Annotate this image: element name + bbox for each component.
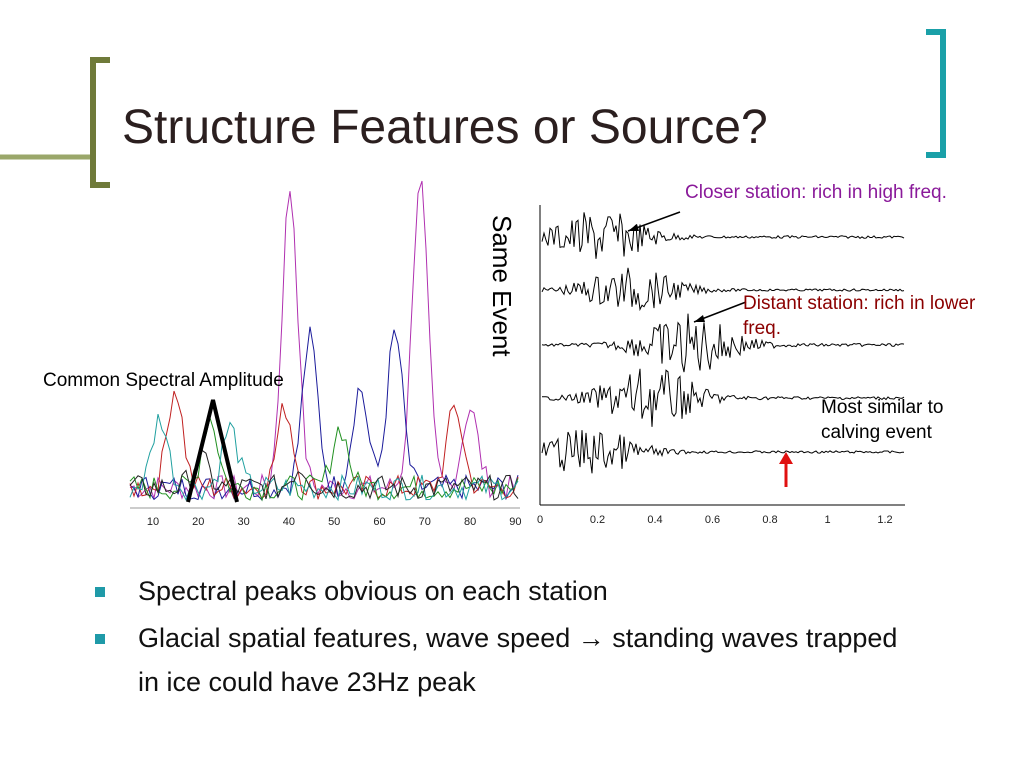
x-tick-label: 0.2 bbox=[590, 514, 605, 526]
bullet: Glacial spatial features, wave speed → s… bbox=[138, 623, 898, 697]
left-bracket bbox=[90, 57, 110, 188]
red-arrowhead bbox=[779, 452, 793, 464]
arrowhead bbox=[628, 224, 639, 231]
x-tick-label: 0.4 bbox=[647, 514, 662, 526]
x-tick-label: 30 bbox=[237, 516, 249, 528]
side-label: Same Event bbox=[487, 215, 517, 357]
seismogram-trace bbox=[541, 313, 905, 373]
tick-labels: 10 20 30 40 50 60 70 80 90 0 0.2 0.4 0.6 0.8 1 1.2 bbox=[147, 514, 893, 528]
right-bracket bbox=[926, 29, 946, 158]
x-tick-label: 1 bbox=[824, 514, 830, 526]
x-tick-label: 0.8 bbox=[762, 514, 777, 526]
seismogram-trace bbox=[541, 212, 905, 259]
x-tick-label: 50 bbox=[328, 516, 340, 528]
x-tick-label: 90 bbox=[509, 516, 521, 528]
annotation: Closer station: rich in high freq. bbox=[685, 182, 947, 203]
x-tick-label: 1.2 bbox=[877, 514, 892, 526]
slide-title: Structure Features or Source? bbox=[122, 101, 768, 154]
x-tick-label: 40 bbox=[283, 516, 295, 528]
seismogram-trace bbox=[541, 430, 904, 474]
x-tick-label: 70 bbox=[419, 516, 431, 528]
bullet-marker bbox=[95, 634, 105, 644]
spectrum-trace bbox=[129, 326, 519, 501]
annotation: Most similar to calving event bbox=[821, 397, 944, 443]
seismogram-plot bbox=[541, 212, 905, 474]
bullet: Spectral peaks obvious on each station bbox=[138, 576, 608, 606]
peak-marker bbox=[186, 399, 239, 503]
annotation: Distant station: rich in lower freq. bbox=[743, 293, 976, 339]
annotation: Common Spectral Amplitude bbox=[43, 370, 284, 391]
bullet-marker bbox=[95, 587, 105, 597]
seismogram-trace bbox=[541, 267, 905, 312]
x-tick-label: 80 bbox=[464, 516, 476, 528]
spectrum-trace bbox=[129, 180, 519, 500]
arrowhead bbox=[694, 315, 705, 322]
x-tick-label: 0.6 bbox=[705, 514, 720, 526]
spectrum-plot bbox=[129, 180, 519, 502]
x-tick-label: 0 bbox=[537, 514, 543, 526]
seismogram-trace bbox=[542, 368, 905, 427]
spectrum-trace bbox=[129, 413, 519, 502]
x-tick-label: 60 bbox=[373, 516, 385, 528]
x-tick-label: 20 bbox=[192, 516, 204, 528]
x-tick-label: 10 bbox=[147, 516, 159, 528]
